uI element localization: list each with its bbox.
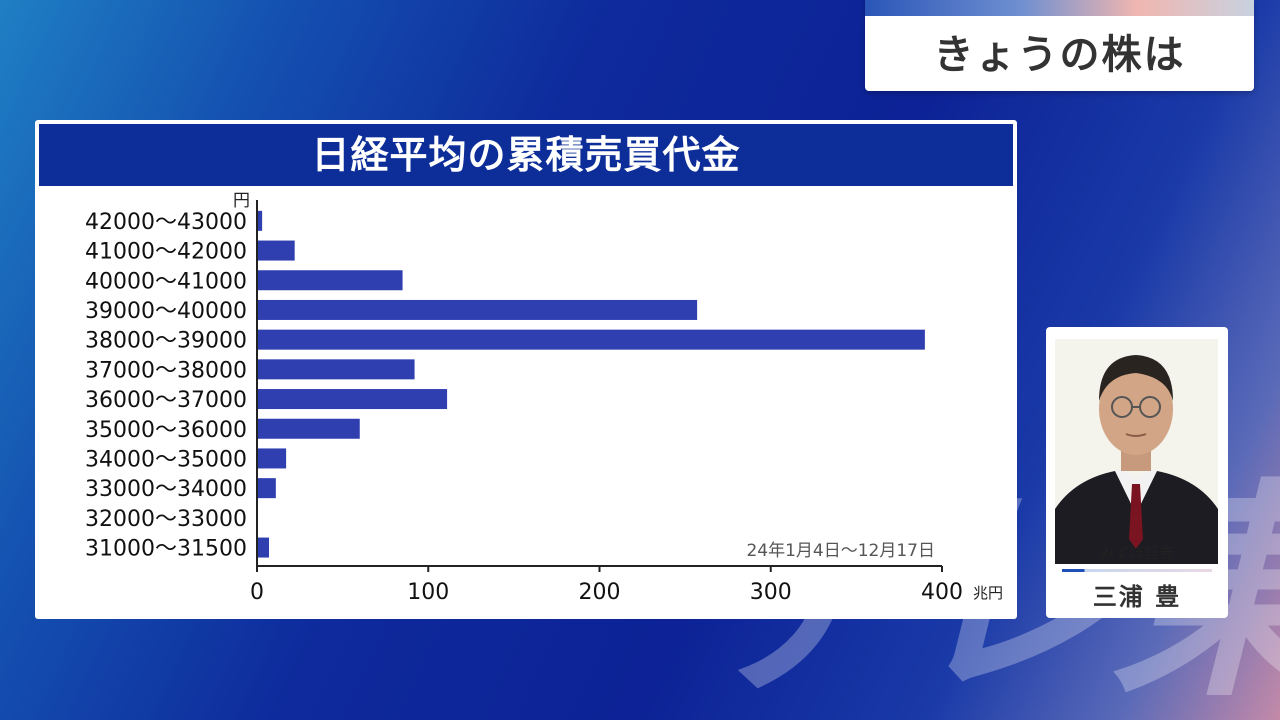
category-label: 34000～35000 (85, 447, 247, 472)
x-tick-label: 0 (250, 580, 264, 605)
x-tick-label: 300 (750, 580, 792, 605)
bar (257, 418, 360, 439)
bar (257, 270, 403, 291)
category-label: 31000～31500 (85, 537, 247, 562)
bar (257, 537, 269, 558)
chart-card: 日経平均の累積売買代金 円 42000～43000 41000～42000 4000… (35, 120, 1017, 619)
guest-firm: みずほ証券 (1099, 544, 1175, 562)
category-label: 36000～37000 (85, 388, 247, 413)
period-label: 24年1月4日～12月17日 (746, 541, 935, 561)
category-label: 40000～41000 (85, 269, 247, 294)
bar (257, 210, 263, 231)
bar (257, 240, 295, 261)
x-tick-label: 100 (407, 580, 449, 605)
x-unit-label: 兆円 (973, 584, 1003, 602)
segment-title-box: きょうの株は (865, 0, 1254, 91)
x-tick-label: 400 (921, 580, 963, 605)
category-label: 32000～33000 (85, 507, 247, 532)
name-divider (1062, 569, 1212, 572)
guest-portrait (1055, 339, 1218, 564)
bar (257, 299, 698, 320)
guest-photo (1055, 339, 1218, 564)
category-label: 42000～43000 (85, 210, 247, 235)
bar (257, 389, 448, 410)
bar-chart: 円 42000～43000 41000～42000 40000～41000 39000… (85, 191, 1003, 605)
category-label: 35000～36000 (85, 418, 247, 443)
segment-title: きょうの株は (933, 32, 1186, 78)
guest-name: 三浦 豊 (1092, 583, 1182, 611)
bar (257, 478, 276, 499)
y-unit-label: 円 (233, 191, 250, 211)
category-label: 41000～42000 (85, 240, 247, 265)
guest-card: みずほ証券 三浦 豊 (1046, 327, 1228, 618)
category-label: 33000～34000 (85, 477, 247, 502)
chart-title: 日経平均の累積売買代金 (39, 124, 1013, 186)
title-stripe (865, 0, 1254, 16)
bar (257, 359, 415, 380)
x-tick-label: 200 (579, 580, 621, 605)
category-label: 39000～40000 (85, 299, 247, 324)
category-label: 38000～39000 (85, 329, 247, 354)
bar (257, 329, 925, 350)
bar (257, 448, 287, 469)
category-label: 37000～38000 (85, 358, 247, 383)
